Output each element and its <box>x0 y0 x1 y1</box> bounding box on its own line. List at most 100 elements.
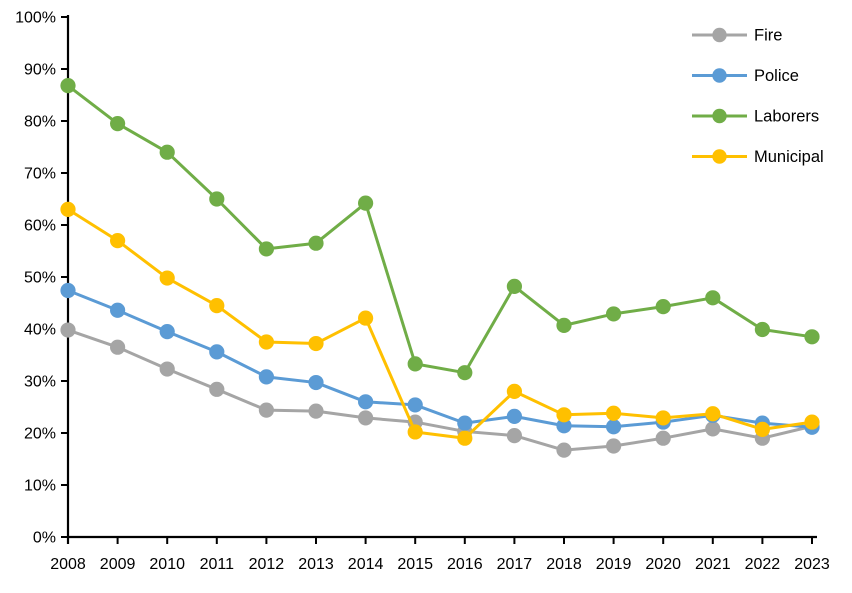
x-tick-label: 2008 <box>50 556 86 573</box>
legend-label: Laborers <box>754 108 819 126</box>
data-point <box>159 361 175 377</box>
data-point <box>258 369 274 385</box>
x-tick-label: 2018 <box>546 556 582 573</box>
x-tick-label: 2011 <box>200 556 235 573</box>
data-point <box>308 403 324 419</box>
data-point <box>556 418 572 434</box>
data-point <box>159 324 175 340</box>
x-tick-label: 2019 <box>596 556 632 573</box>
series-municipal <box>60 201 820 446</box>
x-tick-label: 2016 <box>447 556 483 573</box>
data-point <box>209 344 225 360</box>
x-tick-label: 2013 <box>298 556 334 573</box>
data-point <box>159 144 175 160</box>
legend-label: Municipal <box>754 148 824 166</box>
data-point <box>655 410 671 426</box>
x-tick-label: 2017 <box>497 556 533 573</box>
data-point <box>556 442 572 458</box>
x-tick-label: 2015 <box>397 556 433 573</box>
y-tick-label: 70% <box>24 166 56 183</box>
y-tick-label: 90% <box>24 62 56 79</box>
legend-marker <box>712 68 727 83</box>
data-point <box>506 383 522 399</box>
legend-label: Police <box>754 67 799 85</box>
data-point <box>655 299 671 315</box>
x-tick-label: 2021 <box>695 556 731 573</box>
data-point <box>804 414 820 430</box>
data-point <box>556 317 572 333</box>
series-line <box>66 84 814 375</box>
data-point <box>358 410 374 426</box>
data-point <box>60 282 76 299</box>
y-tick-label: 40% <box>24 322 56 339</box>
data-point <box>407 356 423 372</box>
data-point <box>705 421 721 437</box>
legend-item-police: Police <box>692 67 799 85</box>
y-tick-label: 20% <box>24 426 56 443</box>
y-tick-label: 50% <box>24 270 56 287</box>
data-point <box>655 430 671 446</box>
data-point <box>308 374 324 391</box>
data-point <box>110 339 126 355</box>
legend-marker <box>712 27 727 43</box>
y-tick-label: 80% <box>24 114 56 131</box>
data-point <box>258 334 274 350</box>
legend-item-municipal: Municipal <box>692 148 824 166</box>
y-tick-label: 60% <box>24 218 56 235</box>
legend: Fire Police Laborers Municipal <box>692 27 824 166</box>
data-point <box>258 402 274 418</box>
data-point <box>358 195 374 211</box>
data-point <box>358 394 374 410</box>
x-tick-label: 2009 <box>100 556 136 573</box>
data-point <box>209 191 225 207</box>
data-point <box>110 116 126 132</box>
data-point <box>209 381 225 397</box>
data-point <box>606 306 622 322</box>
data-point <box>754 321 771 338</box>
y-tick-label: 10% <box>24 478 56 495</box>
data-point <box>606 405 622 421</box>
data-point <box>308 335 324 352</box>
x-tick-label: 2022 <box>745 556 781 573</box>
data-point <box>556 407 572 423</box>
x-tick-label: 2023 <box>794 556 830 573</box>
data-point <box>60 201 76 217</box>
data-point <box>258 241 274 257</box>
series-laborers <box>60 78 820 381</box>
x-tick-label: 2020 <box>645 556 681 573</box>
legend-item-fire: Fire <box>692 27 782 45</box>
data-point <box>159 270 175 286</box>
data-point <box>804 329 820 345</box>
data-point <box>308 235 324 251</box>
series-line <box>66 328 814 452</box>
data-point <box>506 428 522 444</box>
data-point <box>606 438 622 454</box>
data-point <box>506 278 522 294</box>
series-line <box>66 289 814 429</box>
data-point <box>506 408 522 424</box>
x-tick-label: 2012 <box>249 556 285 573</box>
data-point <box>457 415 473 431</box>
data-point <box>457 365 473 381</box>
legend-marker <box>712 108 727 124</box>
x-tick-label: 2010 <box>149 556 185 573</box>
data-point <box>705 406 721 422</box>
series-fire <box>60 322 820 458</box>
data-point <box>754 421 771 437</box>
x-tick-label: 2014 <box>348 556 384 573</box>
data-point <box>110 233 126 249</box>
data-point <box>457 430 473 446</box>
data-point <box>110 302 126 318</box>
data-point <box>209 298 225 314</box>
legend-marker <box>712 149 727 164</box>
data-point <box>60 78 76 94</box>
y-tick-label: 100% <box>15 10 56 27</box>
series-line <box>66 207 814 440</box>
legend-item-laborers: Laborers <box>692 108 819 126</box>
axes: 0% 10% 20% 30% 40% 50% 60% 70% 80% 90% 100% 2008 200… <box>15 10 830 574</box>
data-point <box>407 397 423 413</box>
data-point <box>358 310 374 326</box>
